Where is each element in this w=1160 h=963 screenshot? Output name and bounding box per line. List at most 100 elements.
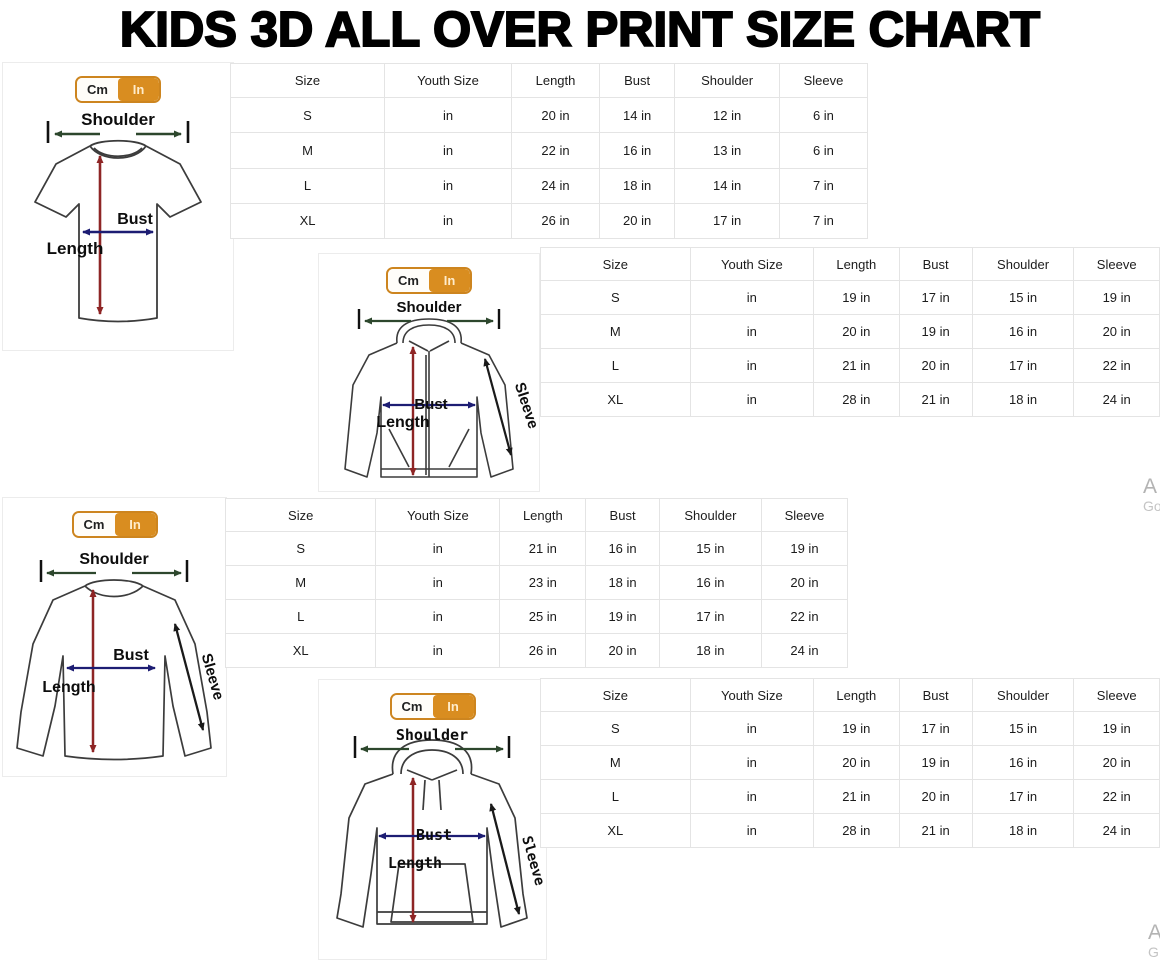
table-cell: 22 in — [761, 600, 848, 634]
header-cell: Shoulder — [675, 63, 780, 99]
table-cell: 26 in — [511, 203, 601, 239]
cm-button[interactable]: Cm — [388, 269, 429, 292]
table-cell: 20 in — [1074, 746, 1160, 780]
table-cell: 21 in — [899, 383, 973, 417]
header-cell: Size — [540, 678, 691, 712]
unit-toggle[interactable]: Cm In — [386, 267, 472, 294]
header-cell: Length — [511, 63, 601, 99]
table-header-row: Size Youth Size Length Bust Shoulder Sleeve — [540, 247, 1160, 281]
table-cell: L — [540, 349, 691, 383]
in-button[interactable]: In — [118, 78, 159, 101]
table-cell: 22 in — [1074, 349, 1160, 383]
table-cell: 21 in — [500, 532, 587, 566]
table-cell: in — [385, 203, 512, 239]
zip-hoodie-diagram: Shoulder Bust Length Sleeve — [344, 299, 539, 478]
table-cell: S — [225, 532, 377, 566]
table-cell: 26 in — [500, 634, 587, 668]
unit-toggle[interactable]: Cm In — [75, 76, 161, 103]
cm-button[interactable]: Cm — [73, 513, 115, 536]
table-cell: 20 in — [511, 98, 601, 134]
cm-button[interactable]: Cm — [77, 78, 118, 101]
table-cell: in — [690, 281, 815, 315]
table-cell: 16 in — [600, 133, 676, 169]
bust-label: Bust — [416, 826, 452, 844]
in-button[interactable]: In — [429, 269, 470, 292]
table-cell: in — [385, 133, 512, 169]
tshirt-diagram: Shoulder Bust Length — [34, 110, 202, 323]
watermark-text: A — [1148, 921, 1160, 944]
header-cell: Shoulder — [972, 247, 1075, 281]
bust-label: Bust — [113, 647, 149, 664]
cm-button[interactable]: Cm — [391, 695, 433, 718]
in-button[interactable]: In — [114, 513, 156, 536]
watermark-text: G — [1148, 944, 1159, 960]
table-cell: 19 in — [814, 712, 900, 746]
header-cell: Shoulder — [972, 678, 1075, 712]
shoulder-measure: Shoulder — [46, 110, 190, 143]
table-cell: 24 in — [1074, 383, 1160, 417]
table-cell: 19 in — [1074, 281, 1160, 315]
shoulder-label: Shoulder — [81, 110, 155, 129]
table-cell: S — [230, 98, 386, 134]
table-cell: 17 in — [659, 600, 762, 634]
in-button[interactable]: In — [432, 695, 474, 718]
table-cell: M — [225, 566, 377, 600]
table-cell: 15 in — [659, 532, 762, 566]
table-cell: 7 in — [779, 168, 868, 204]
table-cell: in — [690, 383, 815, 417]
table-cell: 22 in — [1074, 780, 1160, 814]
table-cell: XL — [225, 634, 377, 668]
table-cell: in — [376, 600, 501, 634]
table-cell: 23 in — [500, 566, 587, 600]
table-cell: XL — [230, 203, 386, 239]
table-cell: 28 in — [814, 383, 900, 417]
table-cell: in — [690, 780, 815, 814]
zip-hoodie-diagram-panel: Cm In Shoulder — [318, 253, 540, 492]
table-cell: in — [690, 746, 815, 780]
table-header-row: Size Youth Size Length Bust Shoulder Sleeve — [230, 63, 868, 99]
bust-label: Bust — [117, 211, 153, 228]
length-label: Length — [388, 854, 442, 872]
unit-toggle[interactable]: Cm In — [389, 693, 476, 720]
sleeve-arrow — [173, 623, 205, 731]
table-cell: XL — [540, 814, 691, 848]
table-cell: 19 in — [761, 532, 848, 566]
table-cell: in — [690, 712, 815, 746]
table-cell: 17 in — [972, 349, 1075, 383]
watermark-text: A — [1143, 475, 1158, 498]
hoodie-diagram-panel: Cm In Shoulder — [318, 679, 547, 960]
table-cell: XL — [540, 383, 691, 417]
table-cell: S — [540, 712, 691, 746]
table-cell: 20 in — [814, 746, 900, 780]
bust-label: Bust — [414, 396, 447, 413]
table-cell: S — [540, 281, 691, 315]
table-cell: L — [230, 168, 386, 204]
shoulder-label: Shoulder — [79, 551, 148, 568]
length-label: Length — [42, 679, 95, 696]
table-cell: 17 in — [899, 712, 973, 746]
unit-toggle[interactable]: Cm In — [71, 511, 158, 538]
table-cell: 24 in — [1074, 814, 1160, 848]
table-cell: 16 in — [972, 746, 1075, 780]
watermark-text: Go — [1143, 498, 1160, 514]
table-cell: M — [540, 746, 691, 780]
shoulder-label: Shoulder — [396, 726, 468, 744]
table-cell: 20 in — [814, 315, 900, 349]
header-cell: Length — [500, 498, 587, 532]
table-cell: 14 in — [675, 168, 780, 204]
table-cell: 14 in — [600, 98, 676, 134]
header-cell: Sleeve — [761, 498, 848, 532]
header-cell: Length — [814, 247, 900, 281]
table-cell: M — [540, 315, 691, 349]
table-cell: 12 in — [675, 98, 780, 134]
table-cell: in — [376, 532, 501, 566]
